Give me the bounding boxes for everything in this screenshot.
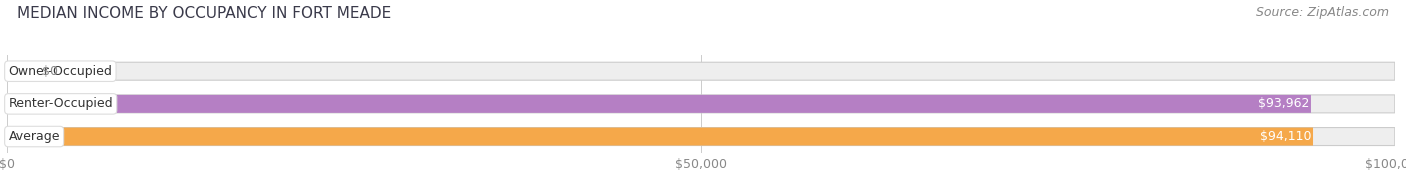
Text: $93,962: $93,962 xyxy=(1258,97,1309,110)
FancyBboxPatch shape xyxy=(7,128,1395,145)
Text: Source: ZipAtlas.com: Source: ZipAtlas.com xyxy=(1256,6,1389,19)
Text: MEDIAN INCOME BY OCCUPANCY IN FORT MEADE: MEDIAN INCOME BY OCCUPANCY IN FORT MEADE xyxy=(17,6,391,21)
Text: Owner-Occupied: Owner-Occupied xyxy=(8,65,112,78)
FancyBboxPatch shape xyxy=(7,62,1395,80)
Text: Renter-Occupied: Renter-Occupied xyxy=(8,97,112,110)
FancyBboxPatch shape xyxy=(7,62,32,80)
FancyBboxPatch shape xyxy=(7,128,1313,145)
Text: $94,110: $94,110 xyxy=(1260,130,1312,143)
FancyBboxPatch shape xyxy=(7,95,1395,113)
Text: $0: $0 xyxy=(42,65,58,78)
FancyBboxPatch shape xyxy=(7,95,1310,113)
Text: Average: Average xyxy=(8,130,60,143)
